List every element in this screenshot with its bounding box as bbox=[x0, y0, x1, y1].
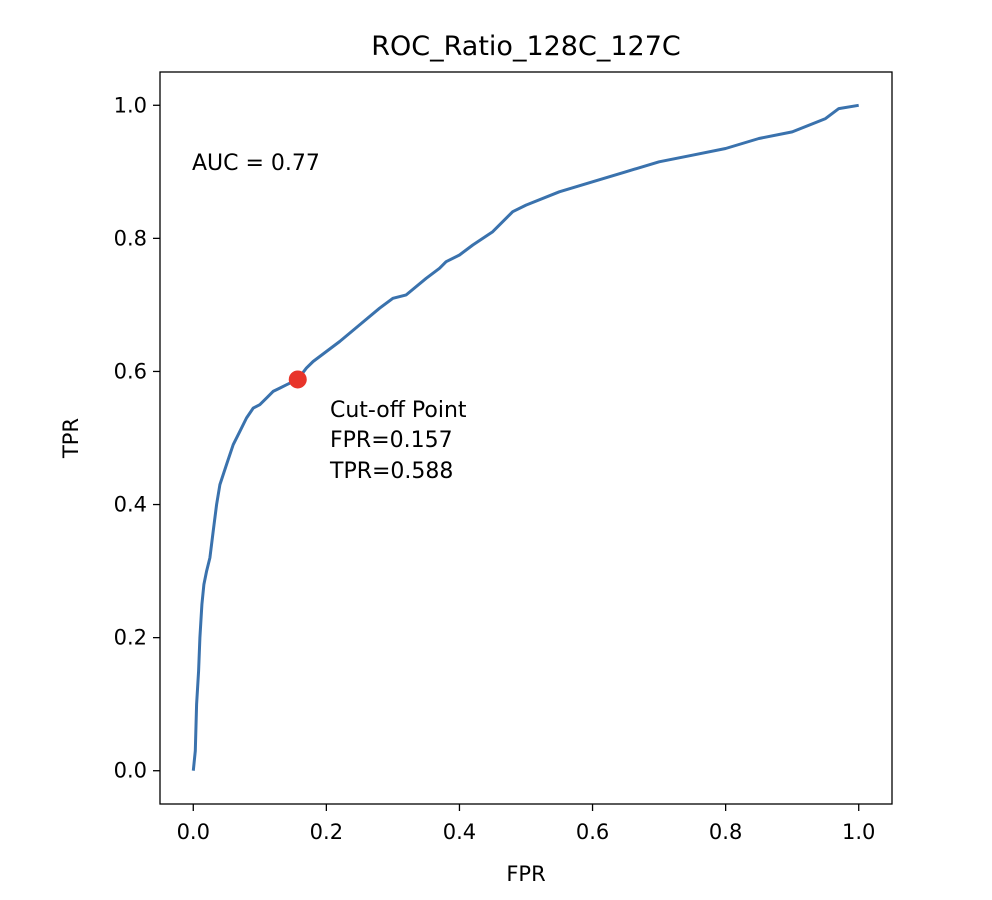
cutoff-label: Cut-off Point bbox=[330, 398, 467, 423]
x-tick-label: 0.0 bbox=[177, 820, 210, 844]
x-tick-label: 1.0 bbox=[842, 820, 875, 844]
axis-ticks: 0.0 0.2 0.4 0.6 0.8 1.0 0.0 0.2 0.4 0.6 0.8 1.0 bbox=[114, 93, 876, 844]
chart-title: ROC_Ratio_128C_127C bbox=[371, 31, 680, 62]
cutoff-tpr-label: TPR=0.588 bbox=[329, 459, 453, 484]
x-axis-label: FPR bbox=[506, 862, 545, 886]
y-axis-label: TPR bbox=[59, 418, 83, 459]
x-tick-label: 0.4 bbox=[443, 820, 476, 844]
y-tick-label: 1.0 bbox=[114, 93, 147, 117]
x-tick-label: 0.8 bbox=[709, 820, 742, 844]
y-tick-label: 0.8 bbox=[114, 226, 147, 250]
auc-label: AUC = 0.77 bbox=[192, 151, 320, 176]
x-tick-label: 0.6 bbox=[576, 820, 609, 844]
y-tick-label: 0.2 bbox=[114, 626, 147, 650]
y-tick-label: 0.4 bbox=[114, 493, 147, 517]
cutoff-fpr-label: FPR=0.157 bbox=[330, 428, 453, 453]
y-tick-label: 0.6 bbox=[114, 359, 147, 383]
cutoff-point-marker bbox=[288, 370, 307, 389]
x-tick-label: 0.2 bbox=[310, 820, 343, 844]
roc-curve bbox=[191, 103, 859, 771]
plot-area-frame bbox=[159, 71, 893, 805]
y-tick-label: 0.0 bbox=[114, 759, 147, 783]
